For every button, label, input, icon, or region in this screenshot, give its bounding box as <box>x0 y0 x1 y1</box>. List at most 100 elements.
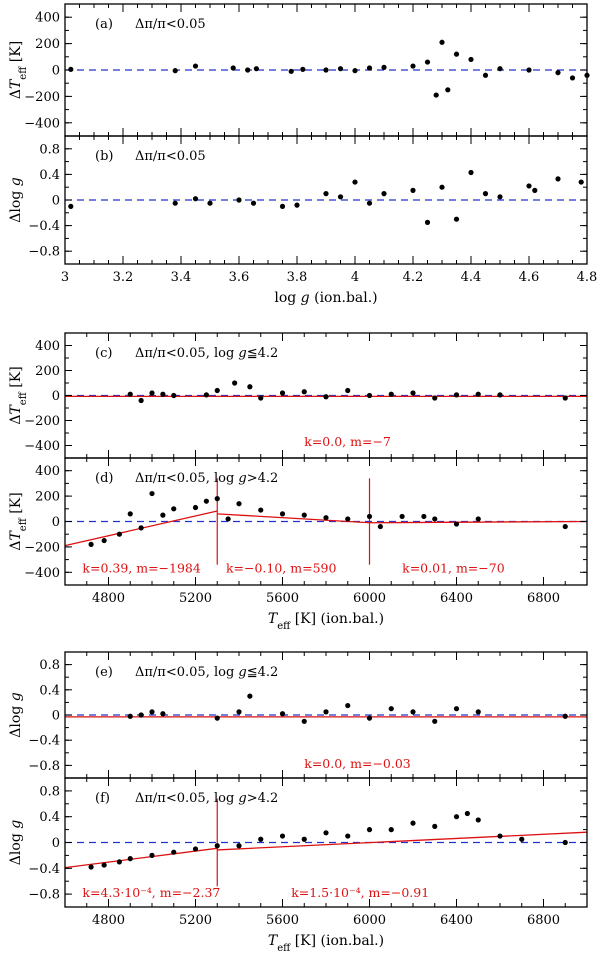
x-tick-label: 5600 <box>266 591 299 606</box>
data-point <box>453 51 460 57</box>
data-point <box>519 836 525 842</box>
data-point <box>88 541 94 547</box>
x-tick-label: 4.8 <box>577 270 598 285</box>
data-point <box>127 511 133 517</box>
data-point <box>555 70 561 76</box>
x-tick-label: 4 <box>351 270 359 285</box>
data-point <box>497 833 503 839</box>
data-point <box>279 711 286 717</box>
data-point <box>482 72 489 78</box>
y-tick-label: 200 <box>35 364 60 379</box>
data-point <box>236 709 242 715</box>
data-point <box>192 504 199 511</box>
data-point <box>192 846 199 852</box>
data-point <box>562 839 568 846</box>
data-point <box>410 820 416 826</box>
data-point <box>453 392 460 398</box>
data-point <box>562 713 568 719</box>
x-tick-label: 6400 <box>440 591 473 606</box>
x-tick-label: 6000 <box>353 591 386 606</box>
x-tick-label: 3.6 <box>229 270 250 285</box>
data-point <box>323 515 329 521</box>
data-point <box>399 513 405 520</box>
data-point <box>172 200 178 206</box>
y-tick-label: 0.4 <box>39 810 60 825</box>
x-axis-title: Teff [K] (ion.bal.) <box>268 933 384 954</box>
data-point <box>337 194 344 200</box>
fit-label: k=1.5·10⁻⁴, m=−0.91 <box>291 885 429 900</box>
data-point <box>250 200 257 206</box>
data-point <box>116 531 122 537</box>
panel-condition: Δπ/π<0.05 <box>135 149 206 164</box>
data-point <box>323 830 329 836</box>
data-point <box>279 511 286 517</box>
data-point <box>468 56 474 63</box>
data-point <box>468 169 474 176</box>
fit-line-3 <box>369 520 588 524</box>
data-point <box>258 395 264 401</box>
y-tick-label: −0.4 <box>28 734 60 749</box>
data-point <box>453 216 460 222</box>
data-point <box>258 507 264 513</box>
y-tick-label: −200 <box>24 90 60 105</box>
fit-line-2 <box>217 831 588 851</box>
data-point <box>171 506 177 512</box>
panel-condition: Δπ/π<0.05, log g>4.2 <box>135 471 278 486</box>
data-point <box>149 490 155 497</box>
data-point <box>388 706 394 712</box>
data-point <box>127 713 133 719</box>
data-point <box>323 191 329 197</box>
data-point <box>301 389 307 395</box>
x-tick-label: 3 <box>61 270 69 285</box>
data-point <box>366 392 373 399</box>
data-point <box>453 521 460 527</box>
data-point <box>555 176 561 182</box>
fit-label: k=0.39, m=−1984 <box>82 560 200 575</box>
data-point <box>464 810 470 817</box>
data-point <box>127 856 133 862</box>
data-point <box>247 384 253 390</box>
data-point <box>88 864 94 870</box>
y-tick-label: 0.4 <box>39 168 60 183</box>
data-point <box>236 501 242 507</box>
panel-f: −0.8 −0.4 0 0.4 0.8 4800 5200 5600 6000 6400 6800 (… <box>8 777 588 954</box>
x-tick-label: 4.2 <box>403 270 424 285</box>
data-point <box>323 67 329 73</box>
data-point <box>225 516 231 522</box>
y-axis-title: ΔTeff [K] <box>8 41 29 99</box>
y-tick-label: 0 <box>52 836 60 851</box>
data-point <box>578 179 584 185</box>
x-tick-label: 4800 <box>92 591 125 606</box>
data-point <box>439 39 445 45</box>
fit-label: k=−0.10, m=590 <box>226 560 337 575</box>
x-tick-label: 6000 <box>353 913 386 928</box>
data-point <box>160 711 166 717</box>
data-point <box>232 380 238 386</box>
data-point <box>421 513 427 520</box>
data-point <box>526 183 532 189</box>
y-tick-label: −400 <box>24 116 60 131</box>
data-point <box>294 202 300 208</box>
data-point <box>532 187 538 193</box>
y-tick-label: −0.8 <box>28 245 60 260</box>
data-point <box>410 709 416 715</box>
panel-label: (a) <box>95 17 113 32</box>
y-tick-label: 200 <box>35 37 60 52</box>
data-point <box>569 75 576 81</box>
y-tick-label: 0.8 <box>39 658 60 673</box>
y-axis-title: Δlog g <box>8 692 24 737</box>
data-point <box>214 387 220 394</box>
panel-condition: Δπ/π<0.05, log g≦4.2 <box>135 346 278 361</box>
x-tick-label: 6800 <box>527 591 560 606</box>
y-tick-label: 0 <box>52 515 60 530</box>
data-point <box>366 513 373 520</box>
y-tick-label: 200 <box>35 490 60 505</box>
fit-label: k=0.01, m=−70 <box>402 560 505 575</box>
data-point <box>410 63 416 69</box>
x-tick-label: 4.4 <box>461 270 482 285</box>
data-point <box>149 852 155 859</box>
x-tick-label: 3.2 <box>113 270 134 285</box>
panel-label: (b) <box>95 149 113 164</box>
y-tick-label: −400 <box>24 439 60 454</box>
data-point <box>475 391 481 397</box>
